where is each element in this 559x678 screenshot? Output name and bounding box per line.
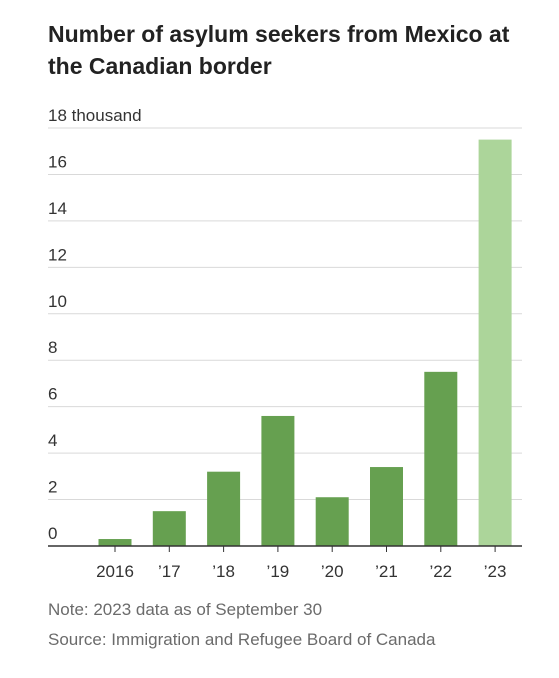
bars — [98, 139, 512, 546]
bar — [261, 415, 295, 546]
y-tick-label: 4 — [48, 431, 57, 450]
y-tick-label: 16 — [48, 152, 67, 171]
x-tick-label: ’23 — [484, 562, 507, 581]
y-tick-label: 10 — [48, 292, 67, 311]
gridlines — [48, 127, 522, 501]
bar — [98, 539, 132, 546]
x-tick-label: ’20 — [321, 562, 344, 581]
x-axis-labels: 2016 ’17 ’18 ’19 ’20 ’21 ’22 ’23 — [96, 546, 506, 581]
x-tick-label: ’17 — [158, 562, 181, 581]
y-tick-label: 12 — [48, 245, 67, 264]
x-tick-label: ’21 — [375, 562, 398, 581]
y-tick-label: 18 thousand — [48, 106, 142, 125]
bar — [424, 371, 458, 546]
x-tick-label: ’22 — [429, 562, 452, 581]
x-tick-label: 2016 — [96, 562, 134, 581]
chart-title: Number of asylum seekers from Mexico at … — [48, 21, 510, 79]
y-tick-label: 2 — [48, 478, 57, 497]
bar-chart: 0 2 4 6 8 10 12 14 16 18 thousand 2016 ’17 ’18 ’19 ’2… — [48, 106, 522, 581]
bar — [370, 467, 403, 546]
bar — [315, 497, 349, 546]
x-tick-label: ’18 — [212, 562, 235, 581]
y-tick-label: 14 — [48, 199, 67, 218]
chart-note: Note: 2023 data as of September 30 — [48, 600, 323, 619]
x-tick-label: ’19 — [267, 562, 290, 581]
chart-source: Source: Immigration and Refugee Board of… — [48, 630, 436, 649]
y-axis-labels: 0 2 4 6 8 10 12 14 16 18 thousand — [48, 106, 142, 543]
bar — [207, 471, 241, 546]
y-tick-label: 0 — [48, 524, 57, 543]
bar — [152, 511, 186, 546]
bar — [478, 139, 512, 546]
y-tick-label: 8 — [48, 338, 57, 357]
y-tick-label: 6 — [48, 385, 57, 404]
